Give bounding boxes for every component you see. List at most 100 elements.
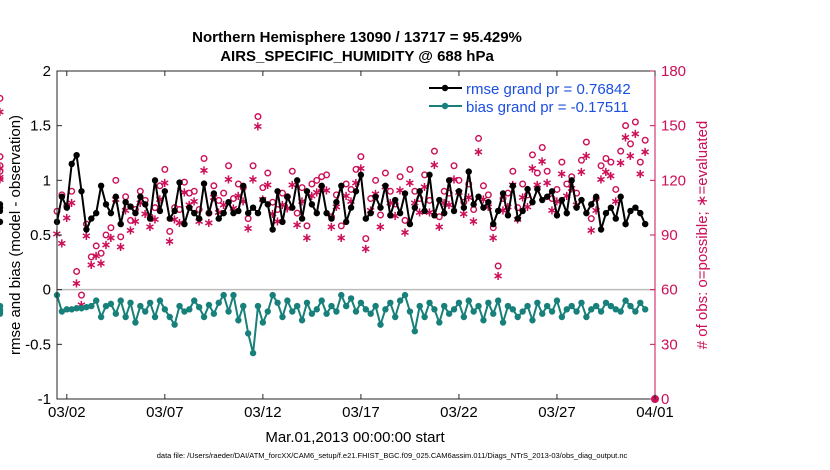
obs-evaluated-point: ∗ [517, 190, 528, 205]
obs-possible-point [288, 167, 296, 175]
obs-evaluated-point: ∗ [615, 155, 626, 170]
obs-possible-point [313, 176, 321, 184]
bias-point [195, 303, 203, 311]
rmse-point [240, 182, 247, 189]
rmse-point [254, 209, 262, 217]
bias-point [534, 299, 541, 306]
rmse-point [352, 188, 360, 195]
bias-point [176, 302, 183, 310]
bias-point [318, 297, 325, 304]
obs-possible-point [528, 151, 536, 159]
obs-evaluated-point: ∗ [449, 172, 460, 187]
obs-possible-point [543, 167, 551, 175]
bias-point [200, 313, 208, 321]
obs-evaluated-point: ∗ [581, 148, 592, 163]
bias-point [102, 302, 110, 310]
bias-point [480, 317, 487, 324]
obs-evaluated-point: ∗ [488, 230, 499, 245]
bias-point [485, 299, 492, 306]
obs-evaluated-point: ∗ [96, 255, 107, 270]
obs-evaluated-point: ∗ [140, 206, 151, 221]
rmse-point [475, 193, 482, 200]
rmse-point [406, 220, 414, 228]
obs-evaluated-point: ∗ [159, 175, 170, 190]
obs-possible-point [475, 134, 483, 142]
bias-point [220, 291, 227, 299]
rmse-point [421, 207, 428, 215]
rmse-point [0, 204, 4, 211]
obs-evaluated-point: ∗ [326, 219, 337, 234]
obs-evaluated-point: ∗ [414, 204, 425, 219]
obs-evaluated-point: ∗ [150, 212, 161, 227]
chart-subtitle: AIRS_SPECIFIC_HUMIDITY @ 688 hPa [220, 48, 494, 65]
obs-evaluated-point: ∗ [502, 199, 513, 214]
rmse-point [588, 201, 595, 208]
obs-possible-point [450, 162, 458, 170]
y-tick-label-left: 1.5 [30, 118, 51, 135]
bias-point [514, 313, 521, 321]
obs-possible-point [92, 242, 100, 250]
x-tick-label: 03/02 [48, 404, 86, 421]
obs-possible-point [597, 162, 605, 170]
rmse-point [641, 220, 649, 228]
bias-point [0, 306, 4, 313]
rmse-point [284, 193, 291, 200]
obs-possible-point [200, 154, 208, 162]
rmse-point [499, 190, 507, 197]
obs-evaluated-point: ∗ [174, 215, 185, 230]
bias-point [509, 306, 517, 313]
rmse-point [303, 188, 311, 195]
obs-evaluated-point: ∗ [0, 161, 5, 176]
obs-evaluated-point: ∗ [375, 219, 386, 234]
rmse-point [171, 207, 178, 215]
obs-evaluated-point: ∗ [346, 193, 357, 208]
obs-evaluated-point: ∗ [586, 223, 597, 238]
obs-possible-point [337, 222, 345, 230]
obs-possible-point [97, 249, 105, 257]
rmse-point [269, 226, 276, 233]
bias-point [539, 310, 546, 317]
obs-possible-point [254, 113, 262, 121]
obs-possible-point [401, 216, 409, 224]
x-axis: 03/02 03/07 03/12 03/17 03/22 03/27 04/01 [48, 71, 674, 421]
rmse-point [357, 171, 365, 179]
rmse-point [465, 168, 472, 175]
rmse-point [612, 215, 619, 222]
rmse-point [102, 201, 110, 208]
obs-evaluated-point: ∗ [355, 161, 366, 176]
rmse-point [607, 204, 615, 211]
rmse-point [548, 188, 556, 195]
obs-possible-point [107, 224, 115, 232]
obs-evaluated-point: ∗ [199, 162, 210, 177]
right-axis: 0 30 60 90 120 150 180 [650, 63, 686, 408]
rmse-point [78, 188, 85, 195]
obs-possible-point [509, 167, 517, 175]
rmse-point [583, 209, 590, 217]
rmse-point [220, 209, 227, 217]
obs-evaluated-point: ∗ [635, 166, 646, 181]
rmse-point [382, 182, 389, 189]
rmse-point [205, 209, 213, 217]
plot-area [57, 71, 655, 399]
bias-point [97, 313, 105, 321]
y-tick-label-left: 0.5 [30, 227, 51, 244]
y-tick-label-left: -0.5 [25, 336, 51, 353]
rmse-point [617, 193, 624, 200]
rmse-point [58, 193, 66, 200]
rmse-point [416, 188, 423, 195]
obs-evaluated-point: ∗ [61, 210, 72, 225]
rmse-point [367, 209, 374, 217]
obs-evaluated-point: ∗ [468, 213, 479, 228]
obs-evaluated-point: ∗ [287, 177, 298, 192]
bias-point [431, 306, 438, 313]
legend-rmse-marker [441, 84, 449, 92]
bias-point [494, 297, 502, 304]
obs-evaluated-point: ∗ [576, 164, 587, 179]
bias-point [333, 308, 340, 315]
bias-point [519, 308, 526, 315]
obs-possible-point [229, 195, 237, 203]
bias-point [499, 319, 507, 326]
y-axis-label-right: # of obs: o=possible; ∗=evaluated [694, 121, 711, 350]
rmse-point [274, 188, 281, 195]
bias-point [563, 306, 570, 313]
